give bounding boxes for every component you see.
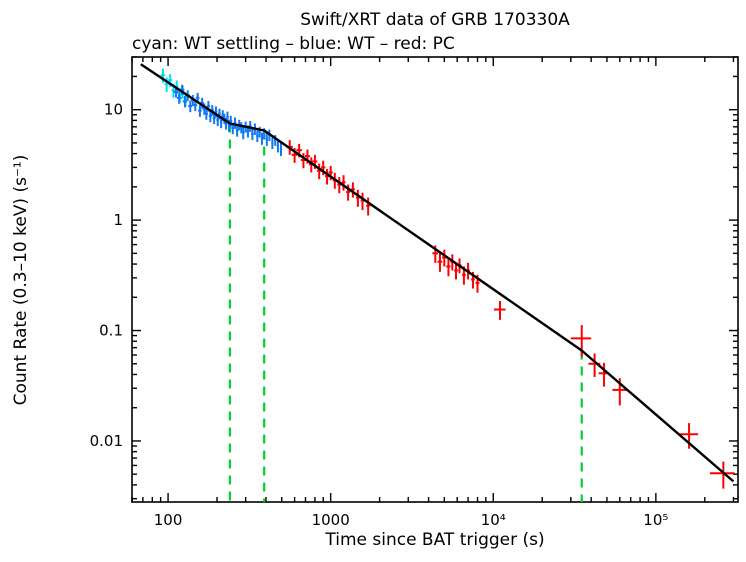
y-tick-label: 0.1 (99, 322, 123, 340)
data-point (360, 192, 365, 211)
data-point (570, 325, 592, 357)
data-point (204, 108, 208, 120)
data-point (341, 175, 346, 191)
data-point (271, 137, 274, 150)
axis-ticks (131, 56, 738, 502)
data-point (176, 92, 182, 104)
x-tick-label: 1000 (312, 511, 350, 529)
data-point (256, 130, 259, 142)
data-point (276, 140, 279, 153)
chart-subtitle: cyan: WT settling – blue: WT – red: PC (132, 34, 455, 54)
data-point (233, 117, 237, 129)
data-point (337, 177, 342, 194)
data-point (242, 126, 245, 140)
x-tick-label: 10⁵ (643, 511, 668, 529)
data-point (251, 128, 254, 141)
data-point (279, 142, 283, 157)
data-point (493, 301, 506, 320)
y-tick-label: 0.01 (90, 432, 123, 450)
data-point (324, 169, 330, 185)
data-point (188, 100, 193, 113)
data-point (316, 163, 322, 180)
break-time-markers (228, 123, 583, 502)
data-point (229, 115, 233, 127)
data-point (437, 253, 443, 272)
data-point (355, 189, 360, 207)
data-point (212, 112, 216, 125)
tick-labels: 100 1000 10⁴ 10⁵ 10 1 0.1 0.01 (90, 101, 669, 529)
data-point (240, 122, 243, 134)
plot-area: 100 1000 10⁴ 10⁵ 10 1 0.1 0.01 (90, 56, 739, 529)
broken-power-law-fit (140, 63, 735, 483)
y-axis-label: Count Rate (0.3–10 keV) (s⁻¹) (11, 155, 31, 406)
data-point (198, 105, 202, 117)
data-point (160, 68, 166, 83)
data-point (248, 120, 252, 132)
data-point (366, 197, 371, 216)
plot-frame (131, 56, 739, 503)
data-point (260, 132, 264, 145)
chart-title: Swift/XRT data of GRB 170330A (300, 10, 570, 30)
data-point (446, 258, 451, 277)
x-axis-label: Time since BAT trigger (s) (324, 530, 544, 550)
data-point (235, 124, 239, 137)
data-point (182, 96, 188, 108)
y-tick-label: 10 (104, 101, 123, 119)
data-point (442, 249, 447, 267)
x-tick-label: 10⁴ (481, 511, 506, 529)
data-point (265, 133, 269, 146)
data-point (350, 182, 355, 198)
y-tick-label: 1 (113, 211, 123, 229)
data-point (454, 262, 458, 280)
x-tick-label: 100 (154, 511, 183, 529)
